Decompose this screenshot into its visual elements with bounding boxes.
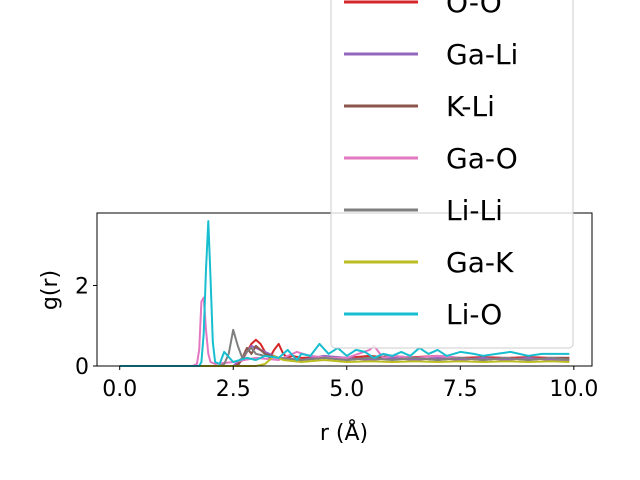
x-axis-label: r (Å) [320,419,368,446]
legend-label: K-Li [446,90,495,123]
y-axis-label: g(r) [38,270,63,310]
x-tick-label: 2.5 [216,377,251,402]
series-line-2 [119,344,570,367]
legend-label: Ga-O [446,142,518,175]
x-tick-label: 7.5 [443,377,478,402]
legend-label: Li-O [446,298,502,331]
series-line-4 [119,328,570,367]
legend-label: Ga-Li [446,38,518,71]
series-line-1 [119,344,570,367]
y-tick-label: 0 [75,355,89,380]
y-tick-label: 2 [75,274,89,299]
x-tick-label: 5.0 [329,377,364,402]
x-tick-label: 10.0 [549,377,598,402]
legend: O-O Ga-Li K-Li Ga-O Li-Li Ga-K Li-O [330,0,574,349]
plot-lines [119,220,570,367]
y-ticks: 02 [75,274,97,380]
legend-label: Li-Li [446,194,503,227]
series-line-5 [119,354,570,367]
series-line-6 [119,220,570,367]
legend-label: O-O [446,0,502,19]
x-tick-label: 0.0 [102,377,137,402]
legend-label: Ga-K [446,246,514,279]
x-ticks: 0.0 2.5 5.0 7.5 10.0 [102,366,598,402]
